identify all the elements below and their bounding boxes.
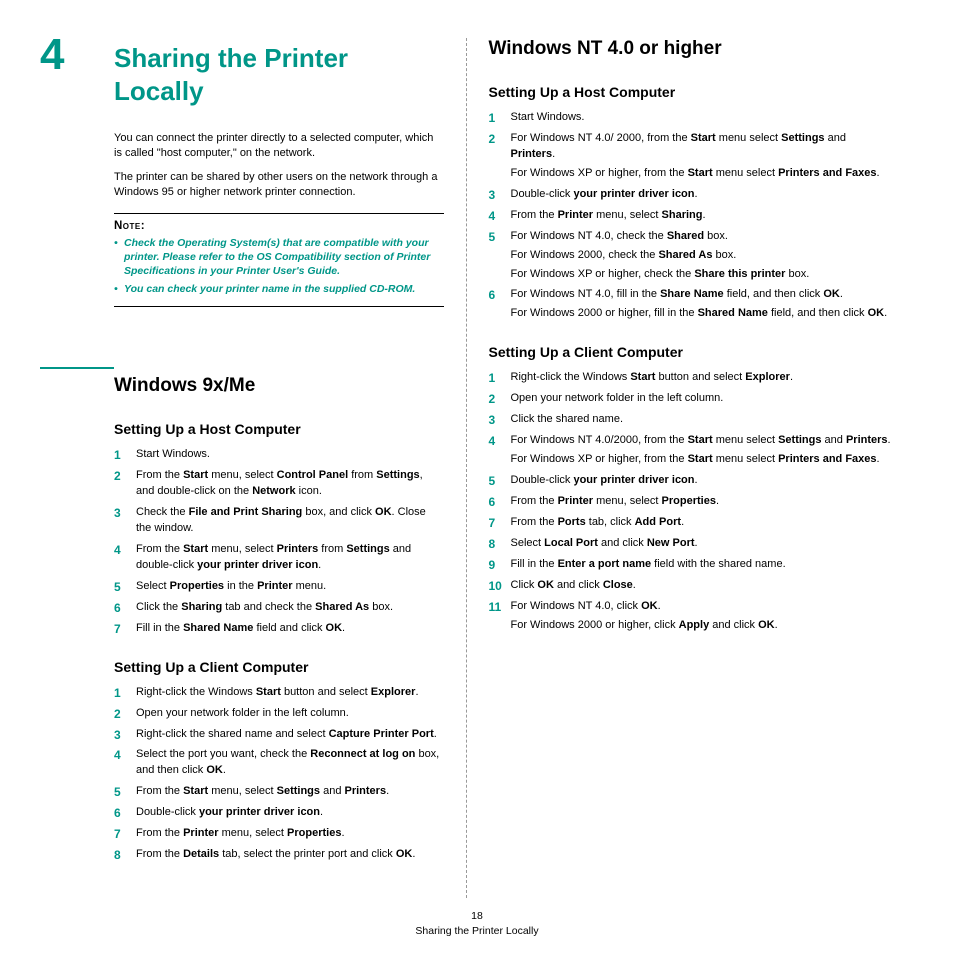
step: From the Printer menu, select Properties…	[489, 494, 893, 510]
step: From the Start menu, select Printers fro…	[114, 542, 444, 574]
note-item: Check the Operating System(s) that are c…	[114, 236, 444, 279]
page-number: 18	[0, 909, 954, 925]
page-columns: 4 Sharing the Printer Locally You can co…	[40, 38, 914, 898]
step: For Windows NT 4.0, fill in the Share Na…	[489, 287, 893, 322]
step: Check the File and Print Sharing box, an…	[114, 505, 444, 537]
step: Select Properties in the Printer menu.	[114, 579, 444, 595]
subsection-host-nt: Setting Up a Host Computer	[489, 84, 893, 100]
note-box: Note: Check the Operating System(s) that…	[114, 213, 444, 308]
step: From the Printer menu, select Sharing.	[489, 208, 893, 224]
step: Start Windows.	[489, 110, 893, 126]
step: Select the port you want, check the Reco…	[114, 747, 444, 779]
step: Right-click the Windows Start button and…	[114, 685, 444, 701]
chapter-number: 4	[40, 30, 64, 80]
steps-host-9x: Start Windows. From the Start menu, sele…	[114, 447, 444, 636]
step: Fill in the Shared Name field and click …	[114, 621, 444, 637]
intro-block: You can connect the printer directly to …	[40, 131, 444, 201]
step: From the Start menu, select Control Pane…	[114, 468, 444, 500]
step: Double-click your printer driver icon.	[489, 187, 893, 203]
step: Select Local Port and click New Port.	[489, 536, 893, 552]
step: Double-click your printer driver icon.	[489, 473, 893, 489]
step: Click OK and click Close.	[489, 578, 893, 594]
subsection-client-9x: Setting Up a Client Computer	[114, 659, 444, 675]
step: Click the Sharing tab and check the Shar…	[114, 600, 444, 616]
step: Right-click the Windows Start button and…	[489, 370, 893, 386]
note-label: Note:	[114, 220, 145, 232]
step: Fill in the Enter a port name field with…	[489, 557, 893, 573]
step: From the Start menu, select Settings and…	[114, 784, 444, 800]
step: Double-click your printer driver icon.	[114, 805, 444, 821]
right-column: Windows NT 4.0 or higher Setting Up a Ho…	[467, 38, 915, 898]
step: From the Printer menu, select Properties…	[114, 826, 444, 842]
note-item: You can check your printer name in the s…	[114, 282, 444, 296]
step: From the Ports tab, click Add Port.	[489, 515, 893, 531]
step: For Windows NT 4.0, check the Shared box…	[489, 229, 893, 283]
steps-host-nt: Start Windows. For Windows NT 4.0/ 2000,…	[489, 110, 893, 322]
intro-p1: You can connect the printer directly to …	[114, 131, 444, 162]
steps-client-nt: Right-click the Windows Start button and…	[489, 370, 893, 633]
subsection-host-9x: Setting Up a Host Computer	[114, 421, 444, 437]
step: From the Details tab, select the printer…	[114, 847, 444, 863]
step: Right-click the shared name and select C…	[114, 727, 444, 743]
chapter-title: Sharing the Printer Locally	[114, 42, 444, 107]
step: Click the shared name.	[489, 412, 893, 428]
section-heading-9xme: Windows 9x/Me	[114, 375, 444, 397]
section-rule	[40, 367, 114, 369]
intro-p2: The printer can be shared by other users…	[114, 170, 444, 201]
subsection-client-nt: Setting Up a Client Computer	[489, 344, 893, 360]
footer-title: Sharing the Printer Locally	[0, 924, 954, 940]
left-column: 4 Sharing the Printer Locally You can co…	[40, 38, 466, 898]
section-heading-nt: Windows NT 4.0 or higher	[489, 38, 893, 60]
steps-client-9x: Right-click the Windows Start button and…	[114, 685, 444, 863]
step: For Windows NT 4.0/ 2000, from the Start…	[489, 131, 893, 182]
step: Start Windows.	[114, 447, 444, 463]
step: For Windows NT 4.0/2000, from the Start …	[489, 433, 893, 468]
step: Open your network folder in the left col…	[114, 706, 444, 722]
page-footer: 18 Sharing the Printer Locally	[0, 909, 954, 941]
step: Open your network folder in the left col…	[489, 391, 893, 407]
step: For Windows NT 4.0, click OK. For Window…	[489, 599, 893, 634]
